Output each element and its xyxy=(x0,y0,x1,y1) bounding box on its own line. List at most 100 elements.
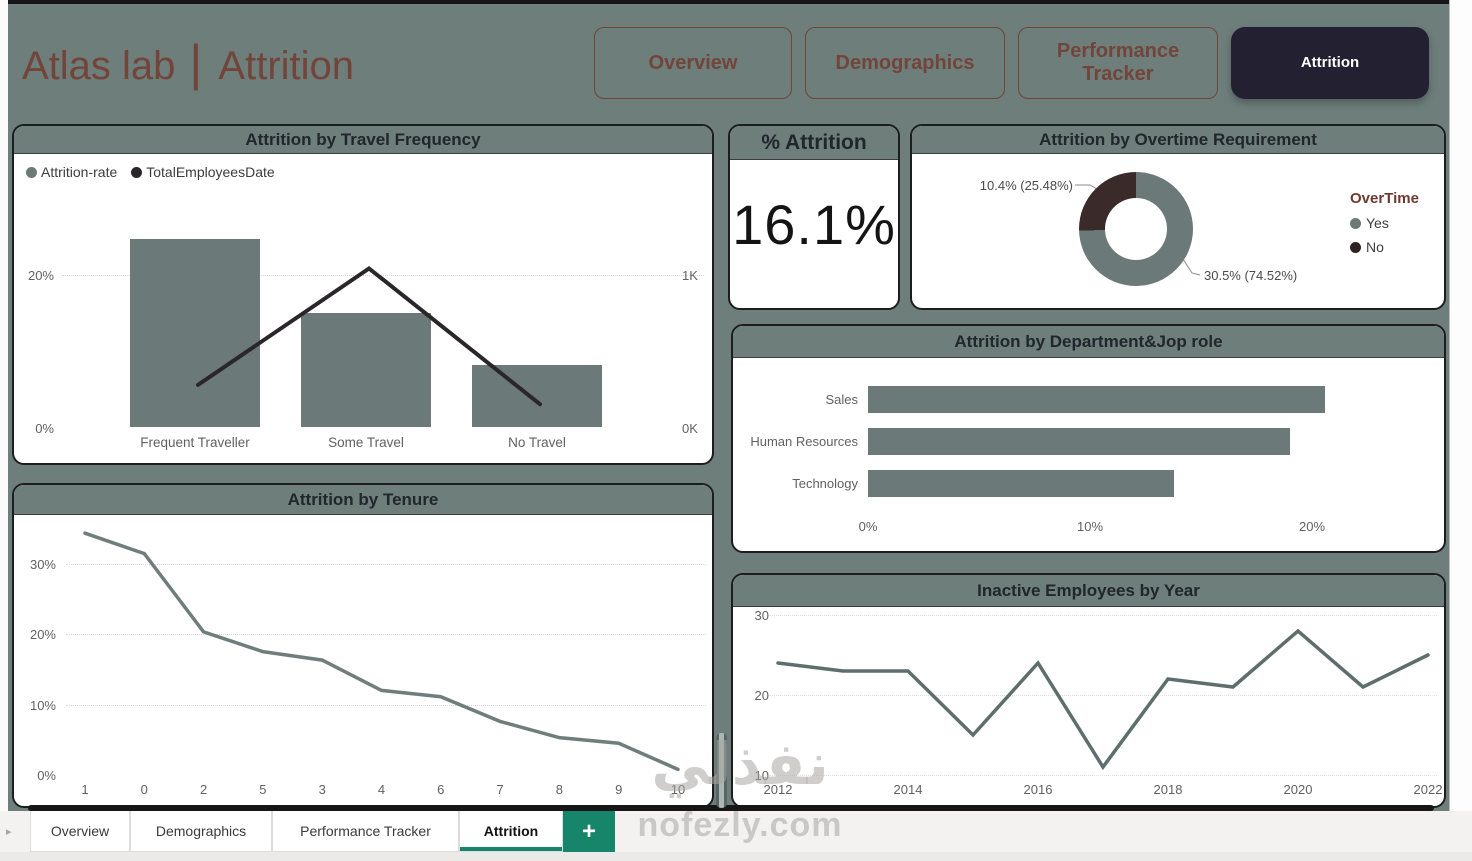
page-tab-bar: ▸ Overview Demographics Performance Trac… xyxy=(0,811,1472,852)
x-label-2018: 2018 xyxy=(1153,782,1183,797)
x-label-2012: 2012 xyxy=(763,782,793,797)
gridline-10 xyxy=(769,775,1437,776)
bar-frequent-traveller[interactable] xyxy=(130,239,260,427)
bar-some-travel[interactable] xyxy=(301,313,431,427)
gridline-20% xyxy=(66,634,706,635)
tab-label: Performance Tracker xyxy=(300,823,431,839)
line-series xyxy=(196,265,542,407)
gridline-30 xyxy=(769,615,1437,616)
gridline-20 xyxy=(769,695,1437,696)
overtime-donut-chart[interactable]: 10.4% (25.48%) 30.5% (74.52%) OverTime Y… xyxy=(912,126,1444,308)
bar-technology[interactable] xyxy=(868,470,1175,497)
card-attrition-by-travel-frequency: Attrition by Travel Frequency Attrition-… xyxy=(12,124,714,465)
overtime-legend: OverTime Yes No xyxy=(1350,190,1419,263)
card-percent-attrition: % Attrition 16.1% xyxy=(728,124,900,310)
card-title: Attrition by Overtime Requirement xyxy=(912,126,1444,154)
x-label-6: 6 xyxy=(437,782,445,797)
card-attrition-by-overtime: Attrition by Overtime Requirement 10.4% … xyxy=(910,124,1446,310)
line-series xyxy=(83,531,680,772)
y-label-human-resources: Human Resources xyxy=(750,434,858,449)
x-label-4: 4 xyxy=(377,782,386,797)
tab-overview[interactable]: Overview xyxy=(30,811,130,852)
card-attrition-by-department: Attrition by Department&Jop role Sales Hu… xyxy=(731,324,1446,553)
tab-scroll-left-icon[interactable]: ▸ xyxy=(6,826,12,838)
department-bar-chart[interactable]: Sales Human Resources Technology 0% 10% 20% xyxy=(733,326,1444,551)
x-label-5: 5 xyxy=(259,782,267,797)
travel-frequency-chart[interactable]: Frequent Traveller Some Travel No Travel 20… xyxy=(14,126,712,463)
top-accent-bar xyxy=(8,0,1449,4)
tenure-line-chart[interactable]: 30% 20% 10% 0% 1 0 2 5 3 4 6 7 8 9 10 xyxy=(14,485,712,806)
tab-label: Overview xyxy=(50,823,110,839)
brand-name: Atlas lab xyxy=(22,43,176,88)
bar-no-travel[interactable] xyxy=(472,365,602,427)
x-label-3: 3 xyxy=(318,782,326,797)
tab-attrition-active[interactable]: Attrition xyxy=(459,811,563,852)
x-label-some-travel: Some Travel xyxy=(328,435,404,450)
x-tick: 10% xyxy=(1076,519,1104,534)
card-title: Inactive Employees by Year xyxy=(733,575,1444,607)
nav-label: Overview xyxy=(648,51,738,74)
legend-title: OverTime xyxy=(1350,190,1419,207)
legend-item: TotalEmployeesDate xyxy=(131,164,275,180)
legend-label: Yes xyxy=(1366,215,1389,231)
x-label-2020: 2020 xyxy=(1283,782,1313,797)
y-left-tick: 20% xyxy=(27,268,54,283)
watermark-stroke xyxy=(716,733,727,808)
card-title: Attrition by Tenure xyxy=(14,485,712,515)
card-attrition-by-tenure: Attrition by Tenure 30% 20% 10% 0% 1 0 2 5 3 4 6 7 8… xyxy=(12,483,714,808)
x-label-2022: 2022 xyxy=(1413,782,1443,797)
legend-item-no[interactable]: No xyxy=(1350,239,1419,255)
nav-label: Performance Tracker xyxy=(1056,40,1180,85)
x-tick: 0% xyxy=(858,519,878,534)
nav-button-overview[interactable]: Overview xyxy=(594,27,792,99)
tab-label: Demographics xyxy=(155,823,247,839)
x-label-0: 0 xyxy=(140,782,148,797)
nav-button-demographics[interactable]: Demographics xyxy=(805,27,1005,99)
inactive-employees-line-chart[interactable]: 30 20 10 2012 2014 2016 2018 2020 2022 xyxy=(733,575,1444,806)
gridline-30% xyxy=(66,563,706,565)
y-tick: 30% xyxy=(29,556,56,572)
nav-label: Attrition xyxy=(1300,54,1360,72)
tab-spacer xyxy=(0,811,30,852)
plus-icon: + xyxy=(581,817,596,845)
legend-item-yes[interactable]: Yes xyxy=(1350,215,1419,231)
status-strip xyxy=(0,852,1472,861)
page-title: Attrition xyxy=(218,43,355,88)
x-label-frequent-traveller: Frequent Traveller xyxy=(140,435,250,450)
x-label-2014: 2014 xyxy=(893,782,923,797)
legend-dot-no xyxy=(1350,241,1361,253)
bar-sales[interactable] xyxy=(868,386,1326,413)
donut-chart[interactable] xyxy=(1079,172,1193,286)
y-tick: 20 xyxy=(754,688,769,703)
tab-performance-tracker[interactable]: Performance Tracker xyxy=(272,811,459,852)
x-label-no-travel: No Travel xyxy=(508,435,566,450)
y-tick: 10% xyxy=(29,697,56,713)
card-inactive-employees-by-year: Inactive Employees by Year 30 20 10 2012 201… xyxy=(731,573,1446,808)
line-series xyxy=(776,628,1430,771)
card-title: % Attrition xyxy=(730,126,898,160)
legend-label: Attrition-rate xyxy=(41,164,118,180)
title-separator: | xyxy=(189,35,203,91)
bar-human-resources[interactable] xyxy=(868,428,1290,455)
tab-demographics[interactable]: Demographics xyxy=(130,811,272,852)
chart-legend: Attrition-rate TotalEmployeesDate xyxy=(26,164,275,180)
x-label-2016: 2016 xyxy=(1023,782,1053,797)
gridline-20pct xyxy=(62,275,704,276)
legend-dot-dark xyxy=(131,166,143,178)
card-title: Attrition by Department&Jop role xyxy=(733,326,1444,358)
nav-button-performance-tracker[interactable]: Performance Tracker xyxy=(1018,27,1218,99)
x-label-8: 8 xyxy=(555,782,563,797)
nav-button-attrition-active[interactable]: Attrition xyxy=(1231,27,1429,99)
y-label-sales: Sales xyxy=(825,392,858,407)
y-tick: 20% xyxy=(29,627,56,642)
y-right-tick: 0K xyxy=(682,421,698,436)
add-page-button[interactable]: + xyxy=(563,811,615,852)
donut-callout-yes: 30.5% (74.52%) xyxy=(1204,268,1298,283)
legend-item: Attrition-rate xyxy=(26,164,117,180)
x-label-1: 1 xyxy=(81,782,89,797)
tab-label: Attrition xyxy=(483,823,539,839)
right-scroll-gutter[interactable] xyxy=(1449,0,1472,861)
y-tick: 0% xyxy=(37,768,56,783)
legend-dot-yes xyxy=(1350,217,1361,229)
